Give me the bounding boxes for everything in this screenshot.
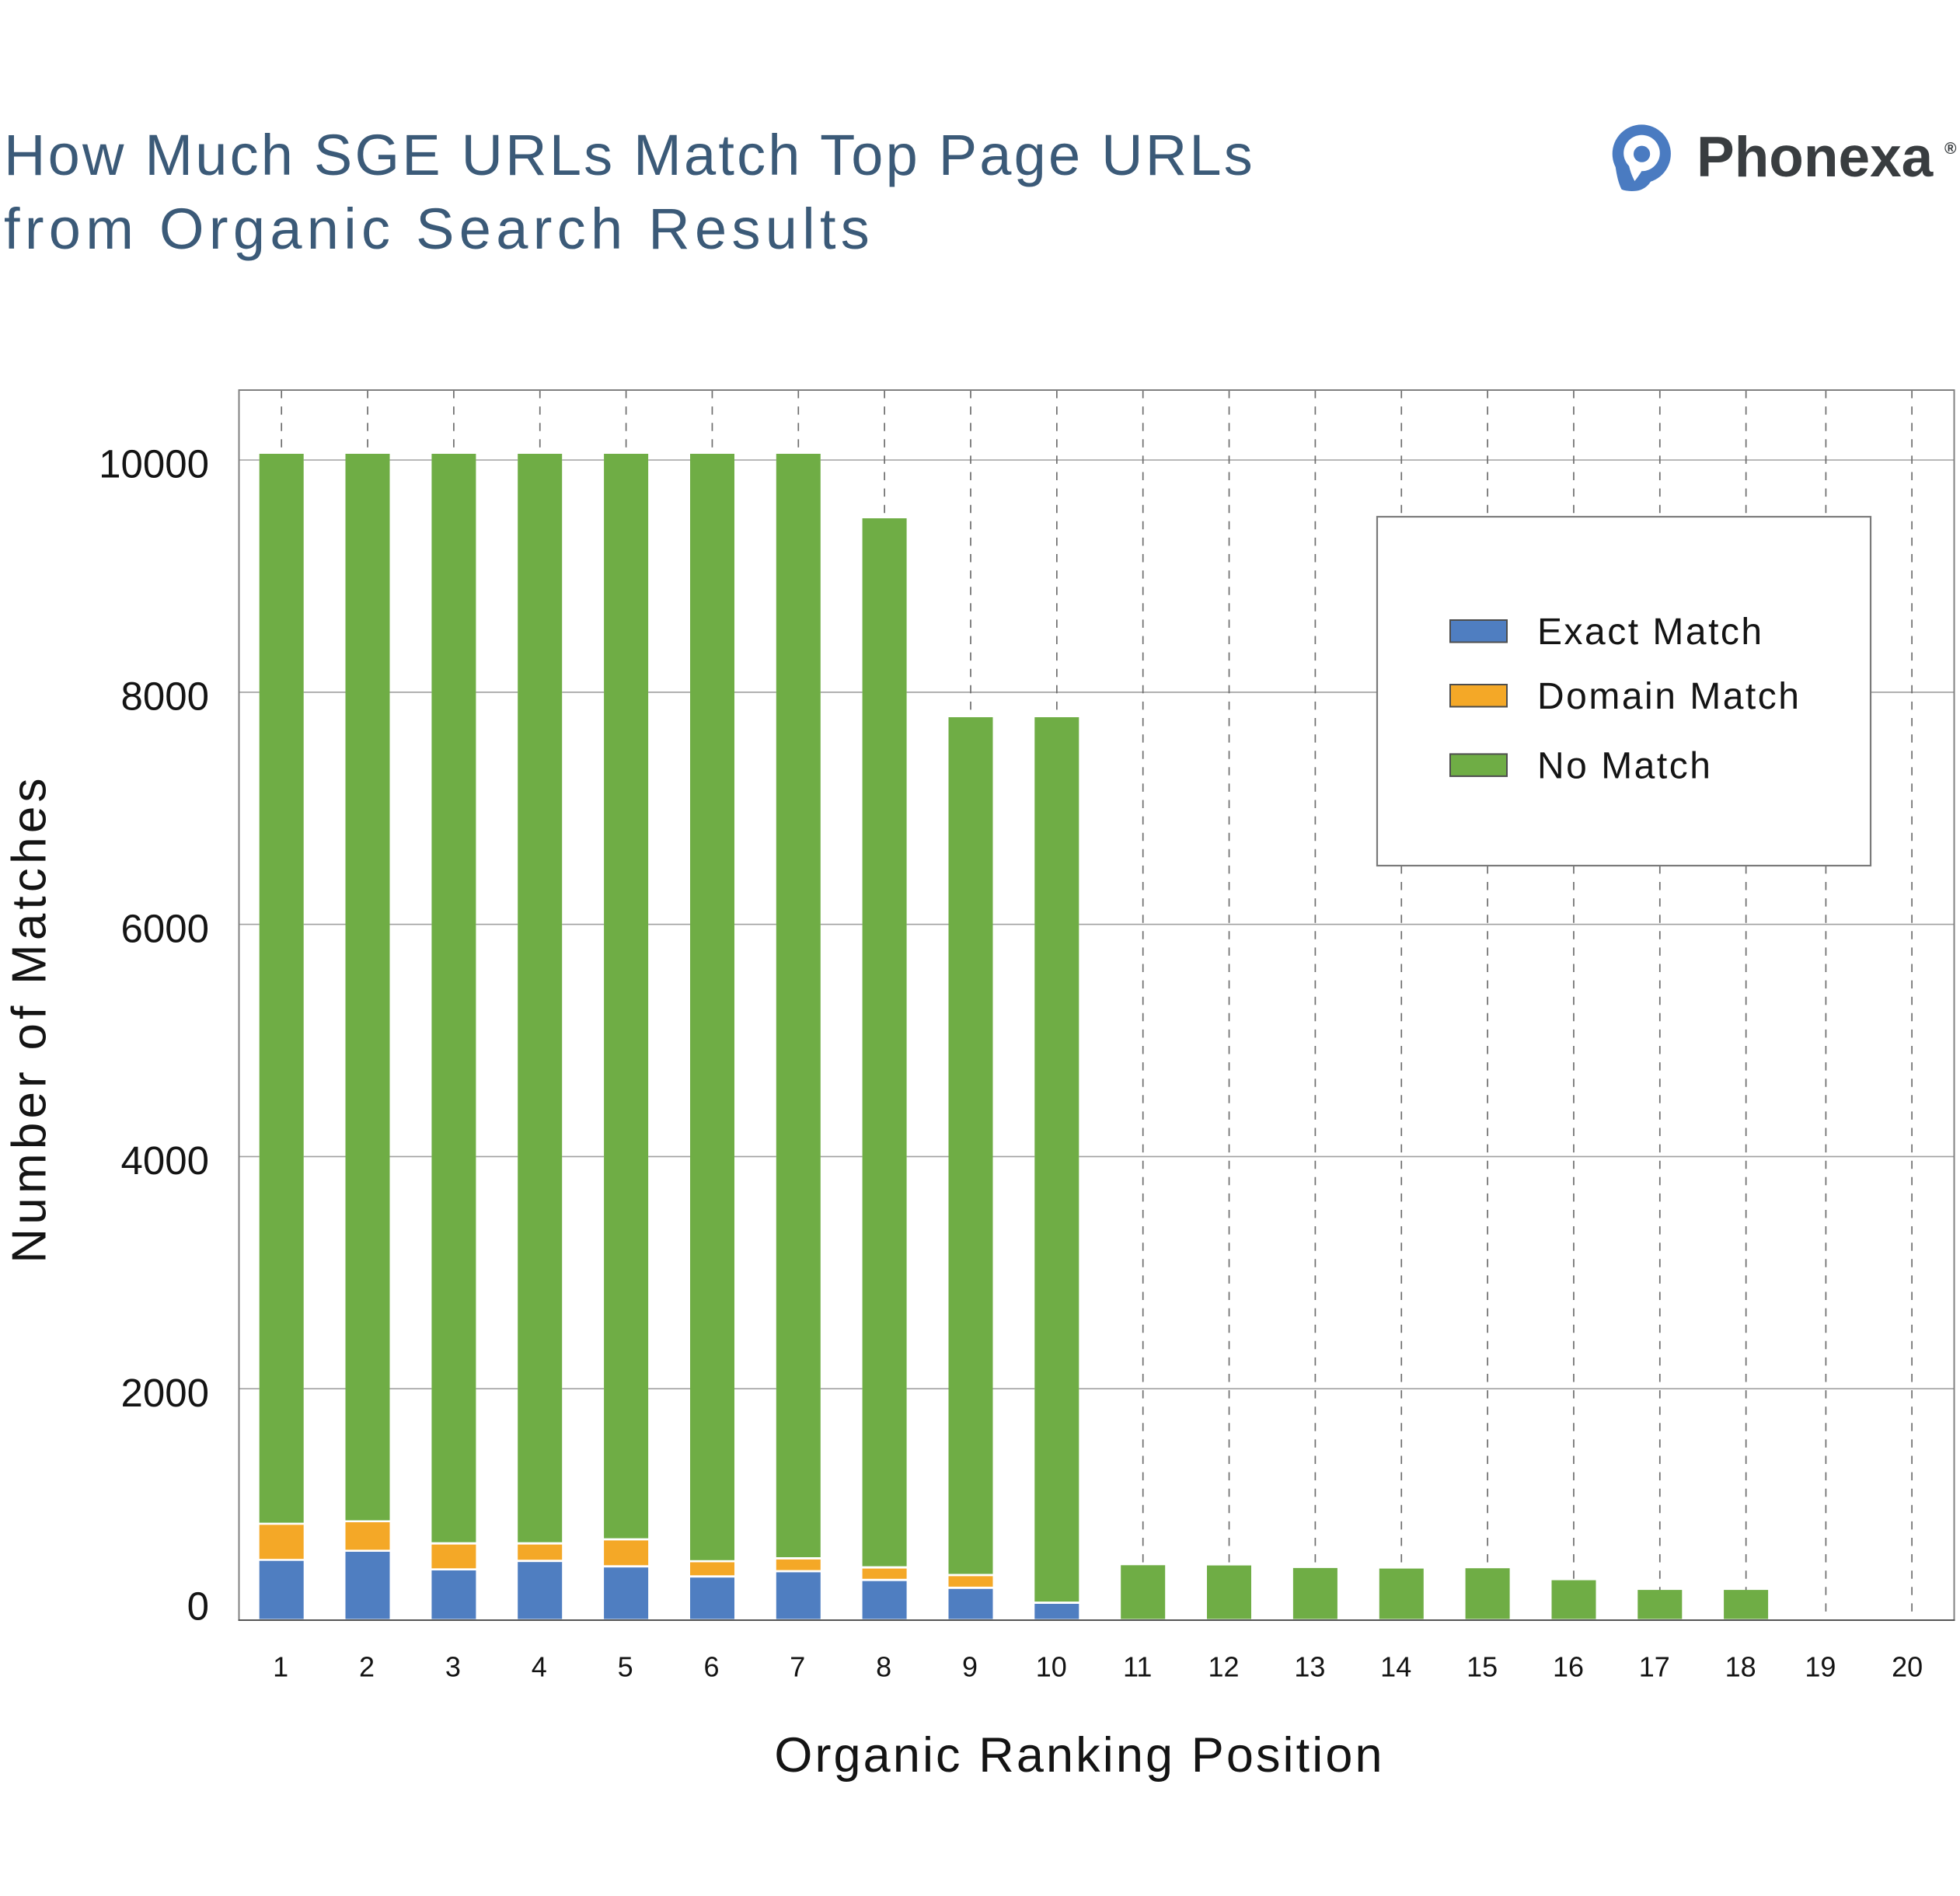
svg-text:4: 4 [532,1651,547,1683]
svg-text:2000: 2000 [121,1371,209,1415]
svg-text:14: 14 [1380,1651,1411,1683]
svg-text:10: 10 [1036,1651,1067,1683]
svg-text:4000: 4000 [121,1138,209,1183]
svg-text:16: 16 [1553,1651,1584,1683]
svg-text:18: 18 [1725,1651,1756,1683]
svg-text:Number of Matches: Number of Matches [3,774,57,1263]
svg-text:8: 8 [876,1651,891,1683]
svg-text:8000: 8000 [121,674,209,719]
svg-text:15: 15 [1467,1651,1498,1683]
svg-text:6: 6 [703,1651,719,1683]
svg-text:10000: 10000 [99,442,209,486]
svg-text:3: 3 [445,1651,461,1683]
svg-text:Organic Ranking Position: Organic Ranking Position [774,1728,1384,1783]
svg-text:0: 0 [187,1584,209,1629]
svg-text:20: 20 [1892,1651,1923,1683]
svg-text:Exact Match: Exact Match [1537,612,1764,653]
svg-text:Phonexa: Phonexa [1697,126,1934,189]
svg-text:2: 2 [359,1651,375,1683]
svg-text:12: 12 [1208,1651,1239,1683]
svg-text:®: ® [1944,140,1957,158]
svg-text:from Organic Search Results: from Organic Search Results [4,197,874,261]
svg-text:13: 13 [1294,1651,1325,1683]
svg-text:11: 11 [1123,1651,1152,1683]
svg-text:5: 5 [618,1651,633,1683]
svg-text:6000: 6000 [121,906,209,950]
svg-text:7: 7 [790,1651,805,1683]
svg-text:No Match: No Match [1537,746,1712,787]
svg-text:9: 9 [962,1651,978,1683]
svg-text:Domain Match: Domain Match [1537,676,1801,717]
svg-text:1: 1 [273,1651,288,1683]
svg-text:19: 19 [1805,1651,1836,1683]
svg-text:17: 17 [1639,1651,1670,1683]
svg-text:How Much SGE URLs Match Top Pa: How Much SGE URLs Match Top Page URLs [4,123,1255,187]
